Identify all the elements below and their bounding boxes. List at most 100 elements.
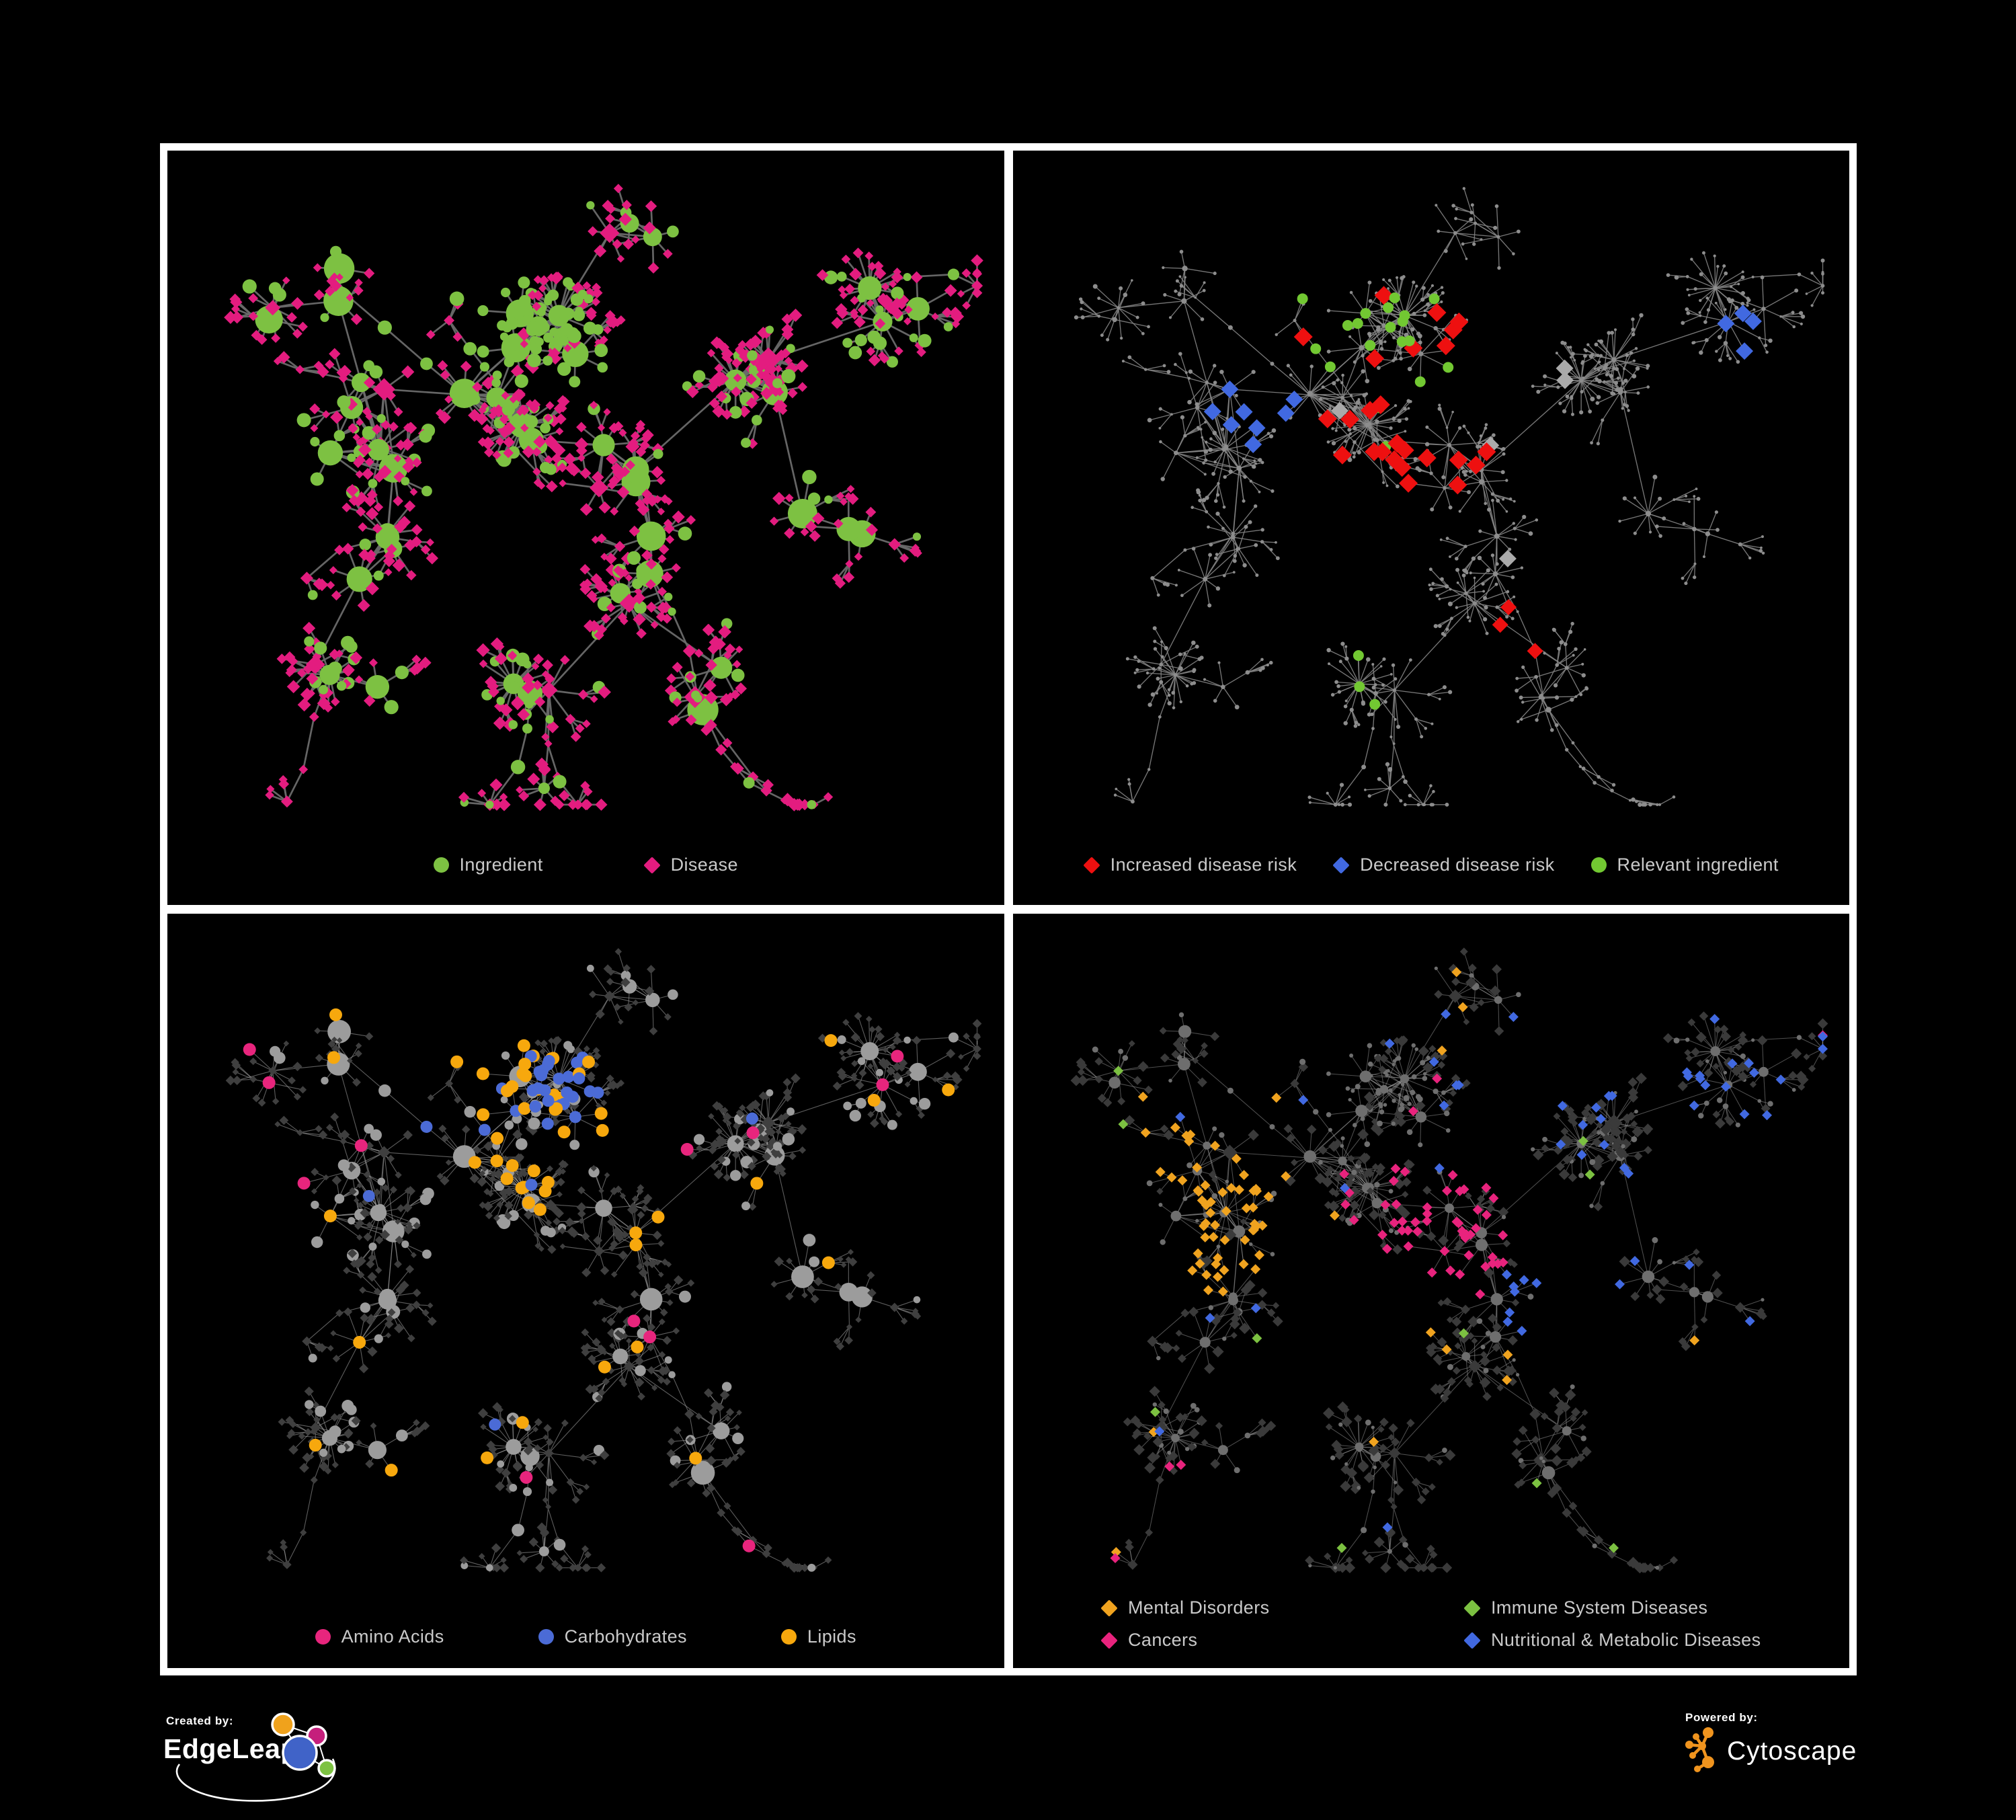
network-node-circle <box>1698 314 1701 317</box>
network-node-diamond <box>1551 1423 1562 1433</box>
network-node-circle <box>508 720 518 729</box>
network-node-circle <box>1521 514 1526 519</box>
network-node-circle <box>727 1135 744 1152</box>
network-node-circle <box>1648 803 1652 807</box>
network-node-diamond <box>302 1336 312 1347</box>
network-node-circle <box>1562 341 1567 346</box>
network-node-circle <box>1183 276 1186 279</box>
network-node-circle <box>1490 492 1494 496</box>
network-node-diamond <box>549 347 561 359</box>
network-node-diamond <box>230 296 243 309</box>
network-node-diamond <box>1381 1522 1392 1533</box>
network-node-diamond <box>1591 1137 1602 1148</box>
network-node-circle <box>1704 338 1709 342</box>
network-node-diamond <box>620 1380 628 1388</box>
network-node-diamond <box>1342 1406 1350 1414</box>
network-node-diamond <box>570 731 581 742</box>
network-node-diamond <box>866 1271 875 1279</box>
network-node-diamond <box>1458 1184 1469 1195</box>
network-node-circle <box>297 1177 311 1190</box>
network-node-diamond <box>298 1086 307 1094</box>
network-node-diamond <box>717 1136 727 1147</box>
network-node-circle <box>1483 1368 1489 1374</box>
network-node-circle <box>1127 782 1131 786</box>
network-node-circle <box>1404 335 1415 346</box>
network-node-diamond <box>404 539 417 551</box>
network-node-circle <box>1188 369 1193 374</box>
network-node-diamond <box>590 695 598 703</box>
network-node-circle <box>479 362 490 372</box>
network-node-circle <box>1691 526 1697 532</box>
network-node-diamond <box>1338 1169 1349 1179</box>
network-node-circle <box>1485 1331 1491 1337</box>
network-node-diamond <box>1205 1208 1215 1218</box>
network-node-diamond <box>1401 1177 1412 1187</box>
network-node-diamond <box>1390 1503 1398 1511</box>
network-node-diamond <box>873 260 884 272</box>
network-node-diamond <box>1390 1163 1401 1174</box>
network-node-diamond <box>266 1554 274 1562</box>
network-node-circle <box>1594 342 1598 347</box>
network-node-circle <box>1485 631 1489 635</box>
network-node-diamond <box>1595 1121 1603 1129</box>
network-node-circle <box>1564 666 1569 670</box>
network-node-diamond <box>1748 1068 1759 1078</box>
network-node-diamond <box>889 280 897 288</box>
network-node-diamond <box>1621 1151 1629 1159</box>
network-node-circle <box>1461 242 1465 246</box>
network-node-circle <box>1388 1189 1393 1194</box>
network-node-circle <box>1195 488 1200 493</box>
network-node-circle <box>1206 525 1210 529</box>
network-node-circle <box>511 350 523 362</box>
network-node-circle <box>1428 784 1433 788</box>
network-node-diamond <box>347 1058 353 1064</box>
network-node-diamond <box>1373 1054 1382 1063</box>
network-node-diamond <box>366 1177 372 1183</box>
network-node-diamond <box>497 1407 503 1413</box>
network-node-circle <box>329 1425 341 1438</box>
network-node-diamond <box>662 1336 672 1345</box>
panel-ingredient-disease: Ingredient Disease <box>167 151 1004 905</box>
network-node-diamond <box>785 1121 792 1127</box>
network-node-diamond <box>519 331 529 341</box>
network-node-diamond <box>1370 1125 1377 1132</box>
network-node-diamond <box>472 381 483 393</box>
network-node-circle <box>1223 444 1228 448</box>
network-node-diamond <box>504 1212 512 1220</box>
network-node-diamond <box>1293 327 1313 346</box>
network-node-diamond <box>445 1079 454 1088</box>
network-node-diamond <box>1817 1031 1828 1042</box>
network-node-diamond <box>358 522 368 532</box>
network-node-diamond <box>857 304 869 316</box>
network-node-circle <box>1204 510 1208 514</box>
network-node-diamond <box>600 553 608 561</box>
network-node-diamond <box>1377 1230 1387 1240</box>
network-node-circle <box>478 1123 491 1136</box>
network-node-diamond <box>721 347 734 360</box>
network-node-diamond <box>686 515 696 525</box>
network-node-diamond <box>249 1058 257 1066</box>
network-node-circle <box>1428 471 1433 475</box>
network-node-circle <box>567 329 581 344</box>
network-node-diamond <box>641 549 653 561</box>
network-node-circle <box>594 344 608 357</box>
network-node-diamond <box>713 1169 724 1179</box>
network-node-diamond <box>633 591 646 604</box>
network-node-circle <box>1167 693 1171 697</box>
network-node-circle <box>1135 315 1139 319</box>
network-node-circle <box>1371 676 1376 681</box>
network-node-circle <box>1767 338 1773 343</box>
network-node-diamond <box>395 1285 405 1295</box>
network-node-circle <box>1355 1084 1361 1090</box>
network-node-diamond <box>532 290 544 301</box>
network-node-circle <box>1759 546 1763 549</box>
network-node-diamond <box>1491 1343 1501 1352</box>
network-node-diamond <box>330 272 339 281</box>
network-node-diamond <box>1332 445 1352 465</box>
network-node-circle <box>1170 690 1175 695</box>
network-node-circle <box>573 1072 586 1084</box>
network-node-circle <box>1580 662 1584 666</box>
network-node-diamond <box>288 656 298 666</box>
network-node-circle <box>1158 440 1162 444</box>
network-node-diamond <box>614 1185 622 1193</box>
